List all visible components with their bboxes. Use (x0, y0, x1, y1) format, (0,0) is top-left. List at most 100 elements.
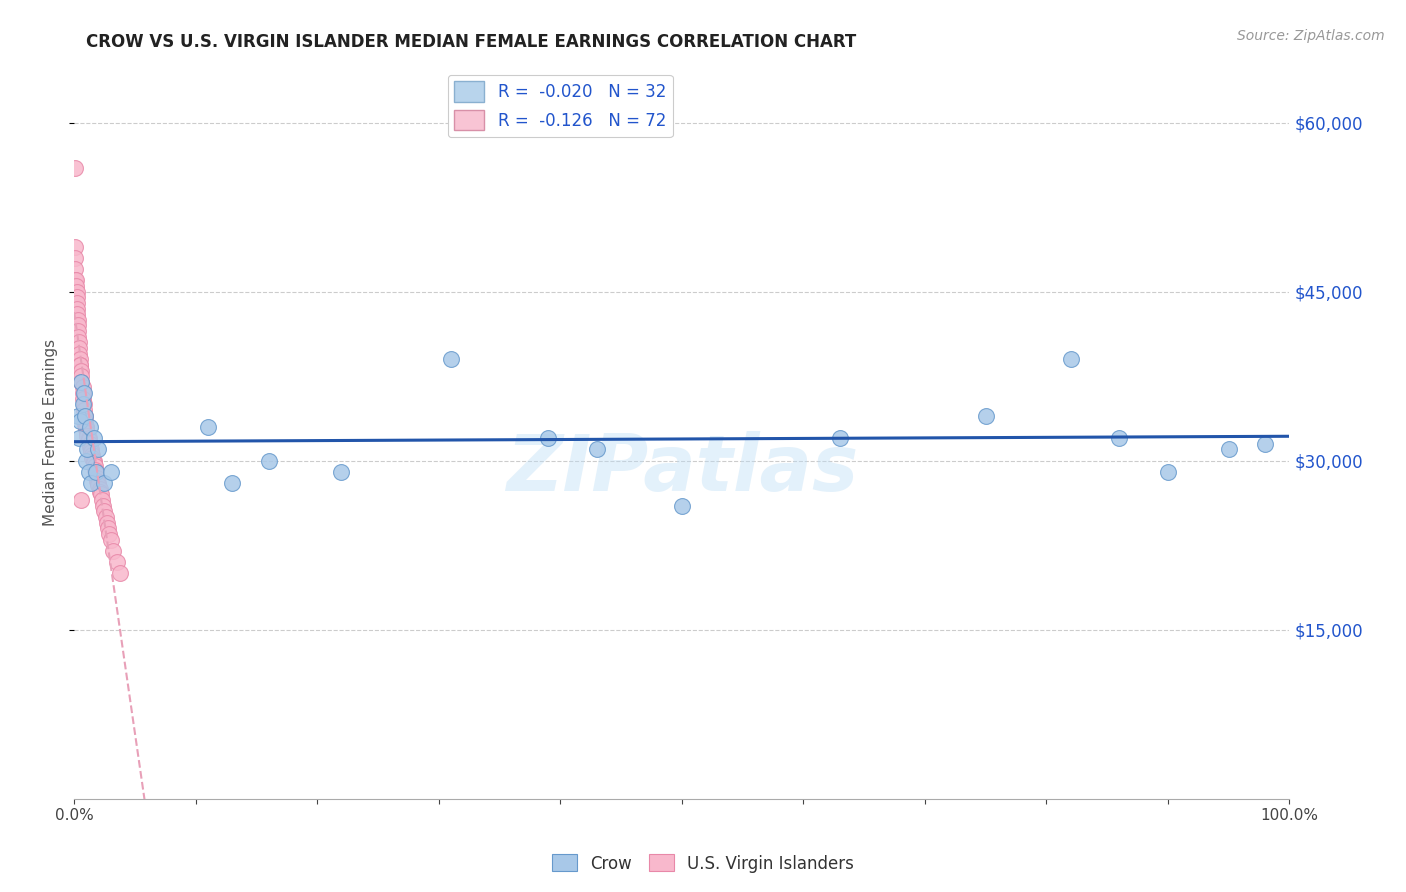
Point (84, 465, 107, 479)
Text: ZIPatlas: ZIPatlas (506, 431, 858, 508)
Point (89, 485, 111, 500)
Point (80, 444, 103, 458)
Point (77, 465, 100, 479)
Point (73, 409, 96, 423)
Y-axis label: Median Female Earnings: Median Female Earnings (44, 339, 58, 526)
Point (65, 290, 87, 304)
Point (69, 352, 91, 367)
Point (100, 465, 122, 479)
Point (828, 431, 851, 445)
Point (66, 409, 89, 423)
Point (65, 279, 87, 293)
Point (69, 358, 91, 372)
Point (66, 313, 89, 327)
Point (70, 369, 93, 384)
Point (65, 251, 87, 265)
Point (84, 465, 107, 479)
Point (83, 463, 105, 477)
Point (87, 476, 110, 491)
Point (67, 335, 90, 350)
Point (66, 324, 89, 338)
Point (83, 431, 105, 445)
Point (87, 442, 110, 457)
Point (70, 375, 93, 389)
Point (105, 555, 128, 569)
Point (76, 425, 98, 440)
Point (83, 453, 105, 467)
Legend: Crow, U.S. Virgin Islanders: Crow, U.S. Virgin Islanders (546, 847, 860, 880)
Point (83, 459, 105, 474)
Point (72, 380, 94, 394)
Point (67, 431, 90, 445)
Point (73, 417, 96, 432)
Point (67, 341, 90, 355)
Point (96, 516, 118, 530)
Point (585, 442, 607, 457)
Point (1254, 437, 1277, 451)
Point (257, 453, 280, 467)
Point (65, 273, 87, 287)
Point (65, 273, 87, 287)
Point (72, 386, 94, 401)
Point (79, 420, 101, 434)
Point (100, 533, 122, 547)
Point (974, 409, 997, 423)
Point (1218, 442, 1240, 457)
Point (89, 482, 111, 496)
Point (330, 465, 353, 479)
Point (87, 478, 110, 492)
Point (221, 476, 243, 491)
Point (91, 493, 114, 508)
Point (93, 504, 115, 518)
Point (84, 467, 107, 482)
Point (70, 493, 93, 508)
Point (75, 453, 97, 467)
Point (73, 397, 96, 411)
Point (110, 566, 132, 581)
Legend: R =  -0.020   N = 32, R =  -0.126   N = 72: R = -0.020 N = 32, R = -0.126 N = 72 (447, 75, 672, 137)
Point (79, 437, 101, 451)
Point (93, 476, 115, 491)
Point (76, 442, 98, 457)
Point (671, 499, 693, 513)
Point (69, 358, 91, 372)
Point (79, 440, 101, 454)
Point (72, 397, 94, 411)
Point (101, 544, 124, 558)
Point (1157, 465, 1180, 479)
Point (1059, 352, 1081, 367)
Point (73, 414, 96, 428)
Point (75, 420, 97, 434)
Point (66, 301, 89, 316)
Point (69, 363, 91, 377)
Point (91, 499, 114, 513)
Point (82, 451, 104, 466)
Text: CROW VS U.S. VIRGIN ISLANDER MEDIAN FEMALE EARNINGS CORRELATION CHART: CROW VS U.S. VIRGIN ISLANDER MEDIAN FEMA… (86, 33, 856, 51)
Point (83, 456, 105, 470)
Point (66, 330, 89, 344)
Point (70, 375, 93, 389)
Point (86, 474, 108, 488)
Point (66, 307, 89, 321)
Point (73, 403, 96, 417)
Point (69, 414, 91, 428)
Point (77, 431, 100, 445)
Point (77, 434, 100, 448)
Point (80, 442, 103, 457)
Point (63, 161, 86, 175)
Point (63, 239, 86, 253)
Point (97, 521, 120, 535)
Point (75, 420, 97, 434)
Point (67, 346, 90, 360)
Point (76, 429, 98, 443)
Point (80, 476, 103, 491)
Point (86, 470, 108, 484)
Point (197, 420, 219, 434)
Point (73, 386, 96, 401)
Point (65, 296, 87, 310)
Point (537, 431, 560, 445)
Point (440, 352, 463, 367)
Point (72, 392, 94, 406)
Point (90, 487, 112, 501)
Point (66, 318, 89, 333)
